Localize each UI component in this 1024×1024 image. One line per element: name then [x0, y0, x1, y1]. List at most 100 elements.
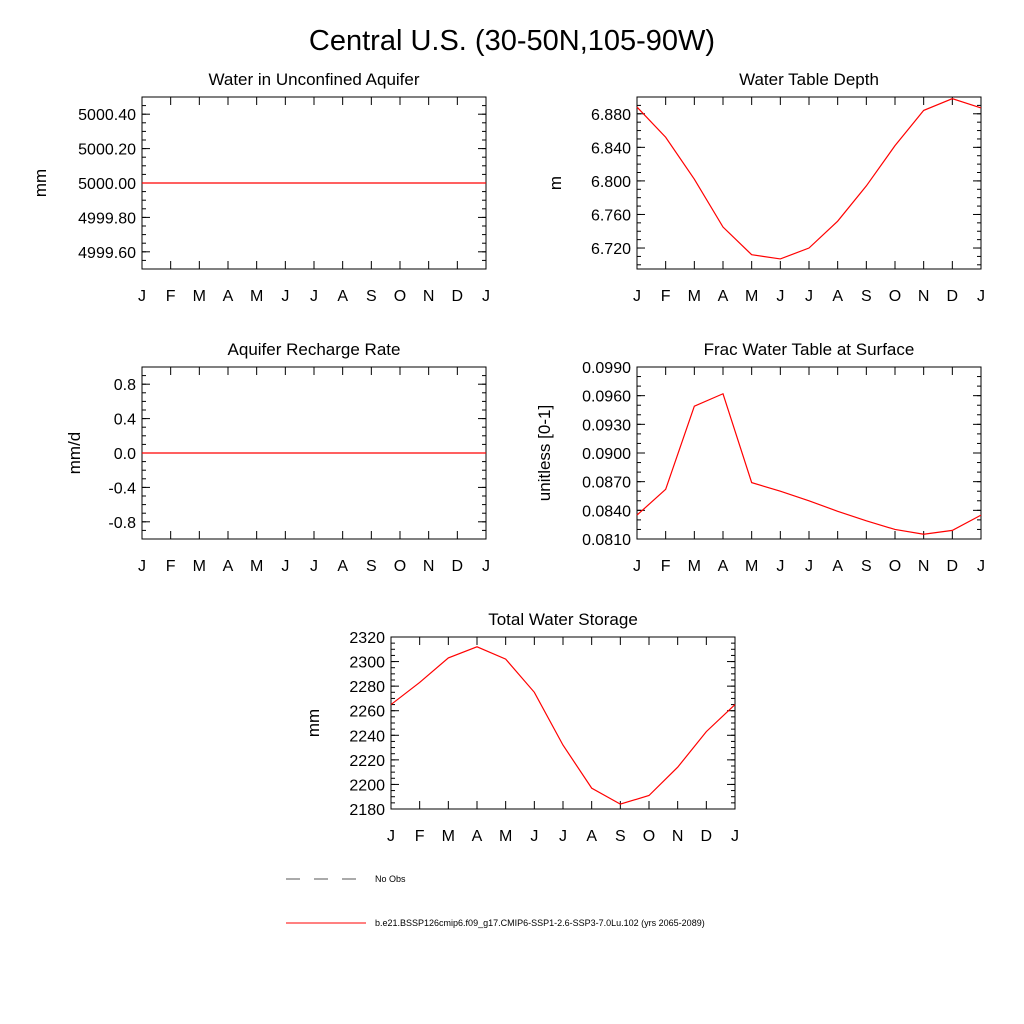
x-tick-label: S	[366, 558, 377, 575]
x-tick-label: S	[615, 828, 626, 845]
water-table-depth-ylabel: m	[546, 176, 565, 190]
x-tick-label: A	[472, 828, 483, 845]
x-tick-label: M	[193, 558, 206, 575]
x-tick-label: J	[805, 288, 813, 305]
y-tick-label: 2200	[349, 777, 385, 794]
y-tick-label: 2220	[349, 753, 385, 770]
x-tick-label: F	[661, 288, 671, 305]
y-tick-label: 0.0930	[582, 417, 631, 434]
y-tick-label: 0.8	[114, 377, 136, 394]
x-tick-label: N	[918, 288, 930, 305]
y-tick-label: 2300	[349, 655, 385, 672]
x-tick-label: S	[861, 288, 872, 305]
x-tick-label: A	[832, 288, 843, 305]
x-tick-label: A	[337, 558, 348, 575]
x-tick-label: F	[415, 828, 425, 845]
x-tick-label: A	[718, 558, 729, 575]
x-tick-label: M	[688, 288, 701, 305]
x-tick-label: A	[223, 558, 234, 575]
x-tick-label: J	[387, 828, 395, 845]
legend-item-model-run: b.e21.BSSP126cmip6.f09_g17.CMIP6-SSP1-2.…	[286, 918, 705, 928]
x-tick-label: M	[250, 288, 263, 305]
x-tick-label: S	[861, 558, 872, 575]
x-tick-label: M	[250, 558, 263, 575]
x-tick-label: N	[423, 288, 435, 305]
x-tick-label: F	[166, 558, 176, 575]
x-tick-label: A	[223, 288, 234, 305]
y-tick-label: 0.4	[114, 412, 136, 429]
x-tick-label: J	[977, 288, 985, 305]
y-tick-label: 0.0840	[582, 503, 631, 520]
x-tick-label: F	[166, 288, 176, 305]
x-tick-label: S	[366, 288, 377, 305]
y-tick-label: 6.760	[591, 207, 631, 224]
x-tick-label: D	[701, 828, 713, 845]
frac-water-table-at-surface-plot-frame	[636, 366, 982, 540]
x-tick-label: J	[138, 558, 146, 575]
x-tick-label: D	[947, 558, 959, 575]
y-tick-label: 4999.60	[78, 245, 136, 262]
y-tick-label: -0.4	[108, 480, 136, 497]
panel-frac-water-table-at-surface: Frac Water Table at Surface unitless [0-1…	[535, 340, 985, 575]
y-tick-label: 2280	[349, 679, 385, 696]
y-tick-label: 2320	[349, 630, 385, 647]
y-tick-label: 6.880	[591, 107, 631, 124]
aquifer-recharge-rate-title: Aquifer Recharge Rate	[228, 340, 401, 359]
x-tick-label: D	[452, 288, 464, 305]
x-tick-label: A	[832, 558, 843, 575]
y-tick-label: 5000.40	[78, 107, 136, 124]
x-tick-label: O	[394, 558, 406, 575]
y-tick-label: 0.0900	[582, 446, 631, 463]
legend-item-no-obs: No Obs	[286, 874, 406, 884]
x-tick-label: J	[310, 558, 318, 575]
x-tick-label: A	[586, 828, 597, 845]
total-water-storage-ylabel: mm	[304, 709, 323, 737]
x-tick-label: J	[559, 828, 567, 845]
y-tick-label: 0.0	[114, 446, 136, 463]
y-tick-label: 5000.20	[78, 142, 136, 159]
x-tick-label: J	[310, 288, 318, 305]
x-tick-label: A	[718, 288, 729, 305]
water-table-depth-series-line	[636, 98, 982, 260]
frac-water-table-at-surface-ylabel: unitless [0-1]	[535, 405, 554, 501]
x-tick-label: J	[776, 558, 784, 575]
x-tick-label: M	[193, 288, 206, 305]
legend-label-no-obs: No Obs	[375, 874, 406, 884]
x-tick-label: N	[918, 558, 930, 575]
x-tick-label: J	[530, 828, 538, 845]
y-tick-label: 2180	[349, 802, 385, 819]
total-water-storage-title: Total Water Storage	[488, 610, 638, 629]
y-tick-label: 6.720	[591, 241, 631, 258]
x-tick-label: M	[745, 558, 758, 575]
x-tick-label: M	[442, 828, 455, 845]
x-tick-label: F	[661, 558, 671, 575]
frac-water-table-at-surface-title: Frac Water Table at Surface	[704, 340, 915, 359]
x-tick-label: N	[423, 558, 435, 575]
y-tick-label: 0.0960	[582, 389, 631, 406]
water-in-unconfined-aquifer-ylabel: mm	[31, 169, 50, 197]
legend-label-model-run: b.e21.BSSP126cmip6.f09_g17.CMIP6-SSP1-2.…	[375, 918, 705, 928]
x-tick-label: N	[672, 828, 684, 845]
y-tick-label: 5000.00	[78, 176, 136, 193]
x-tick-label: J	[482, 288, 490, 305]
x-tick-label: J	[138, 288, 146, 305]
x-tick-label: J	[731, 828, 739, 845]
x-tick-label: O	[643, 828, 655, 845]
x-tick-label: A	[337, 288, 348, 305]
x-tick-label: J	[281, 288, 289, 305]
water-table-depth-plot-frame	[636, 96, 982, 270]
x-tick-label: J	[633, 288, 641, 305]
x-tick-label: J	[805, 558, 813, 575]
x-tick-label: M	[499, 828, 512, 845]
x-tick-label: M	[688, 558, 701, 575]
x-tick-label: J	[633, 558, 641, 575]
x-tick-label: M	[745, 288, 758, 305]
x-tick-label: J	[776, 288, 784, 305]
y-tick-label: 4999.80	[78, 210, 136, 227]
y-tick-label: 0.0810	[582, 532, 631, 549]
